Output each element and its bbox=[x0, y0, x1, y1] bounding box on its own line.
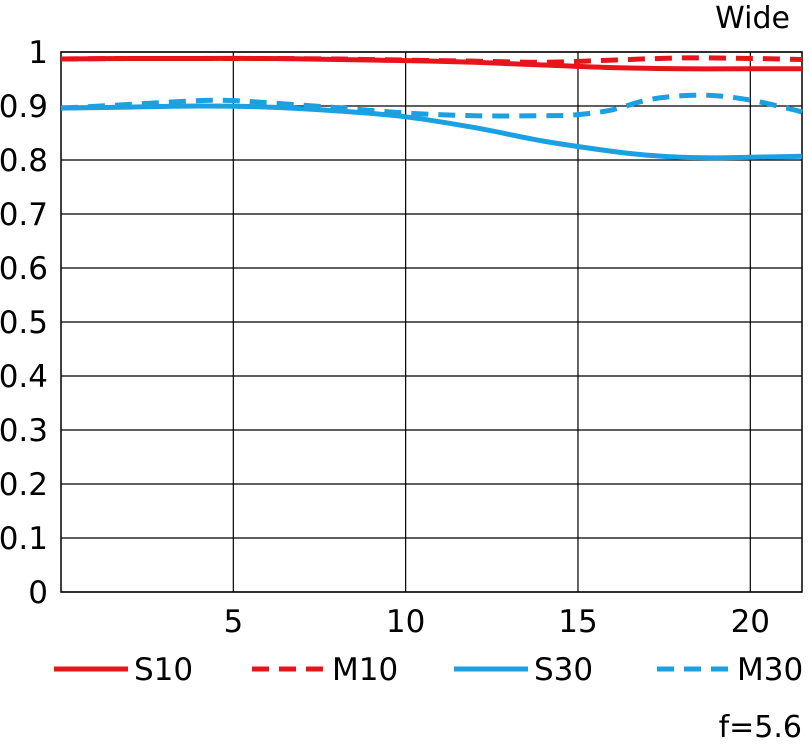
y-tick-label: 0.9 bbox=[0, 89, 48, 125]
grid bbox=[60, 51, 803, 593]
legend-label-s30: S30 bbox=[534, 652, 593, 688]
y-tick-label: 0.2 bbox=[0, 467, 48, 503]
legend-label-m30: M30 bbox=[737, 652, 803, 688]
legend-label-m10: M10 bbox=[332, 652, 398, 688]
y-tick-label: 0.7 bbox=[0, 197, 48, 233]
y-tick-label: 0 bbox=[28, 575, 48, 611]
x-tick-label: 10 bbox=[386, 604, 425, 640]
legend-label-s10: S10 bbox=[134, 652, 193, 688]
x-tick-label: 15 bbox=[558, 604, 597, 640]
y-tick-label: 0.8 bbox=[0, 143, 48, 179]
y-tick-label: 1 bbox=[28, 35, 48, 71]
x-axis-ticks: 5 10 15 20 bbox=[223, 604, 770, 640]
x-tick-label: 5 bbox=[223, 604, 243, 640]
y-tick-label: 0.5 bbox=[0, 305, 48, 341]
series-line-s10 bbox=[60, 55, 802, 72]
y-tick-label: 0.3 bbox=[0, 413, 48, 449]
chart-title: Wide bbox=[715, 1, 790, 36]
y-tick-label: 0.4 bbox=[0, 359, 48, 395]
y-tick-label: 0.6 bbox=[0, 251, 48, 287]
aperture-note: f=5.6 bbox=[719, 710, 802, 745]
x-tick-label: 20 bbox=[731, 604, 770, 640]
series-line-s30 bbox=[60, 103, 803, 161]
y-tick-label: 0.1 bbox=[0, 521, 48, 557]
y-axis-ticks: 0 0.1 0.2 0.3 0.4 0.5 0.6 0.7 0.8 0.9 1 bbox=[0, 35, 48, 611]
series-line-m30 bbox=[60, 92, 803, 119]
series-lines bbox=[60, 55, 803, 161]
legend: S10 M10 S30 M30 bbox=[54, 652, 803, 688]
